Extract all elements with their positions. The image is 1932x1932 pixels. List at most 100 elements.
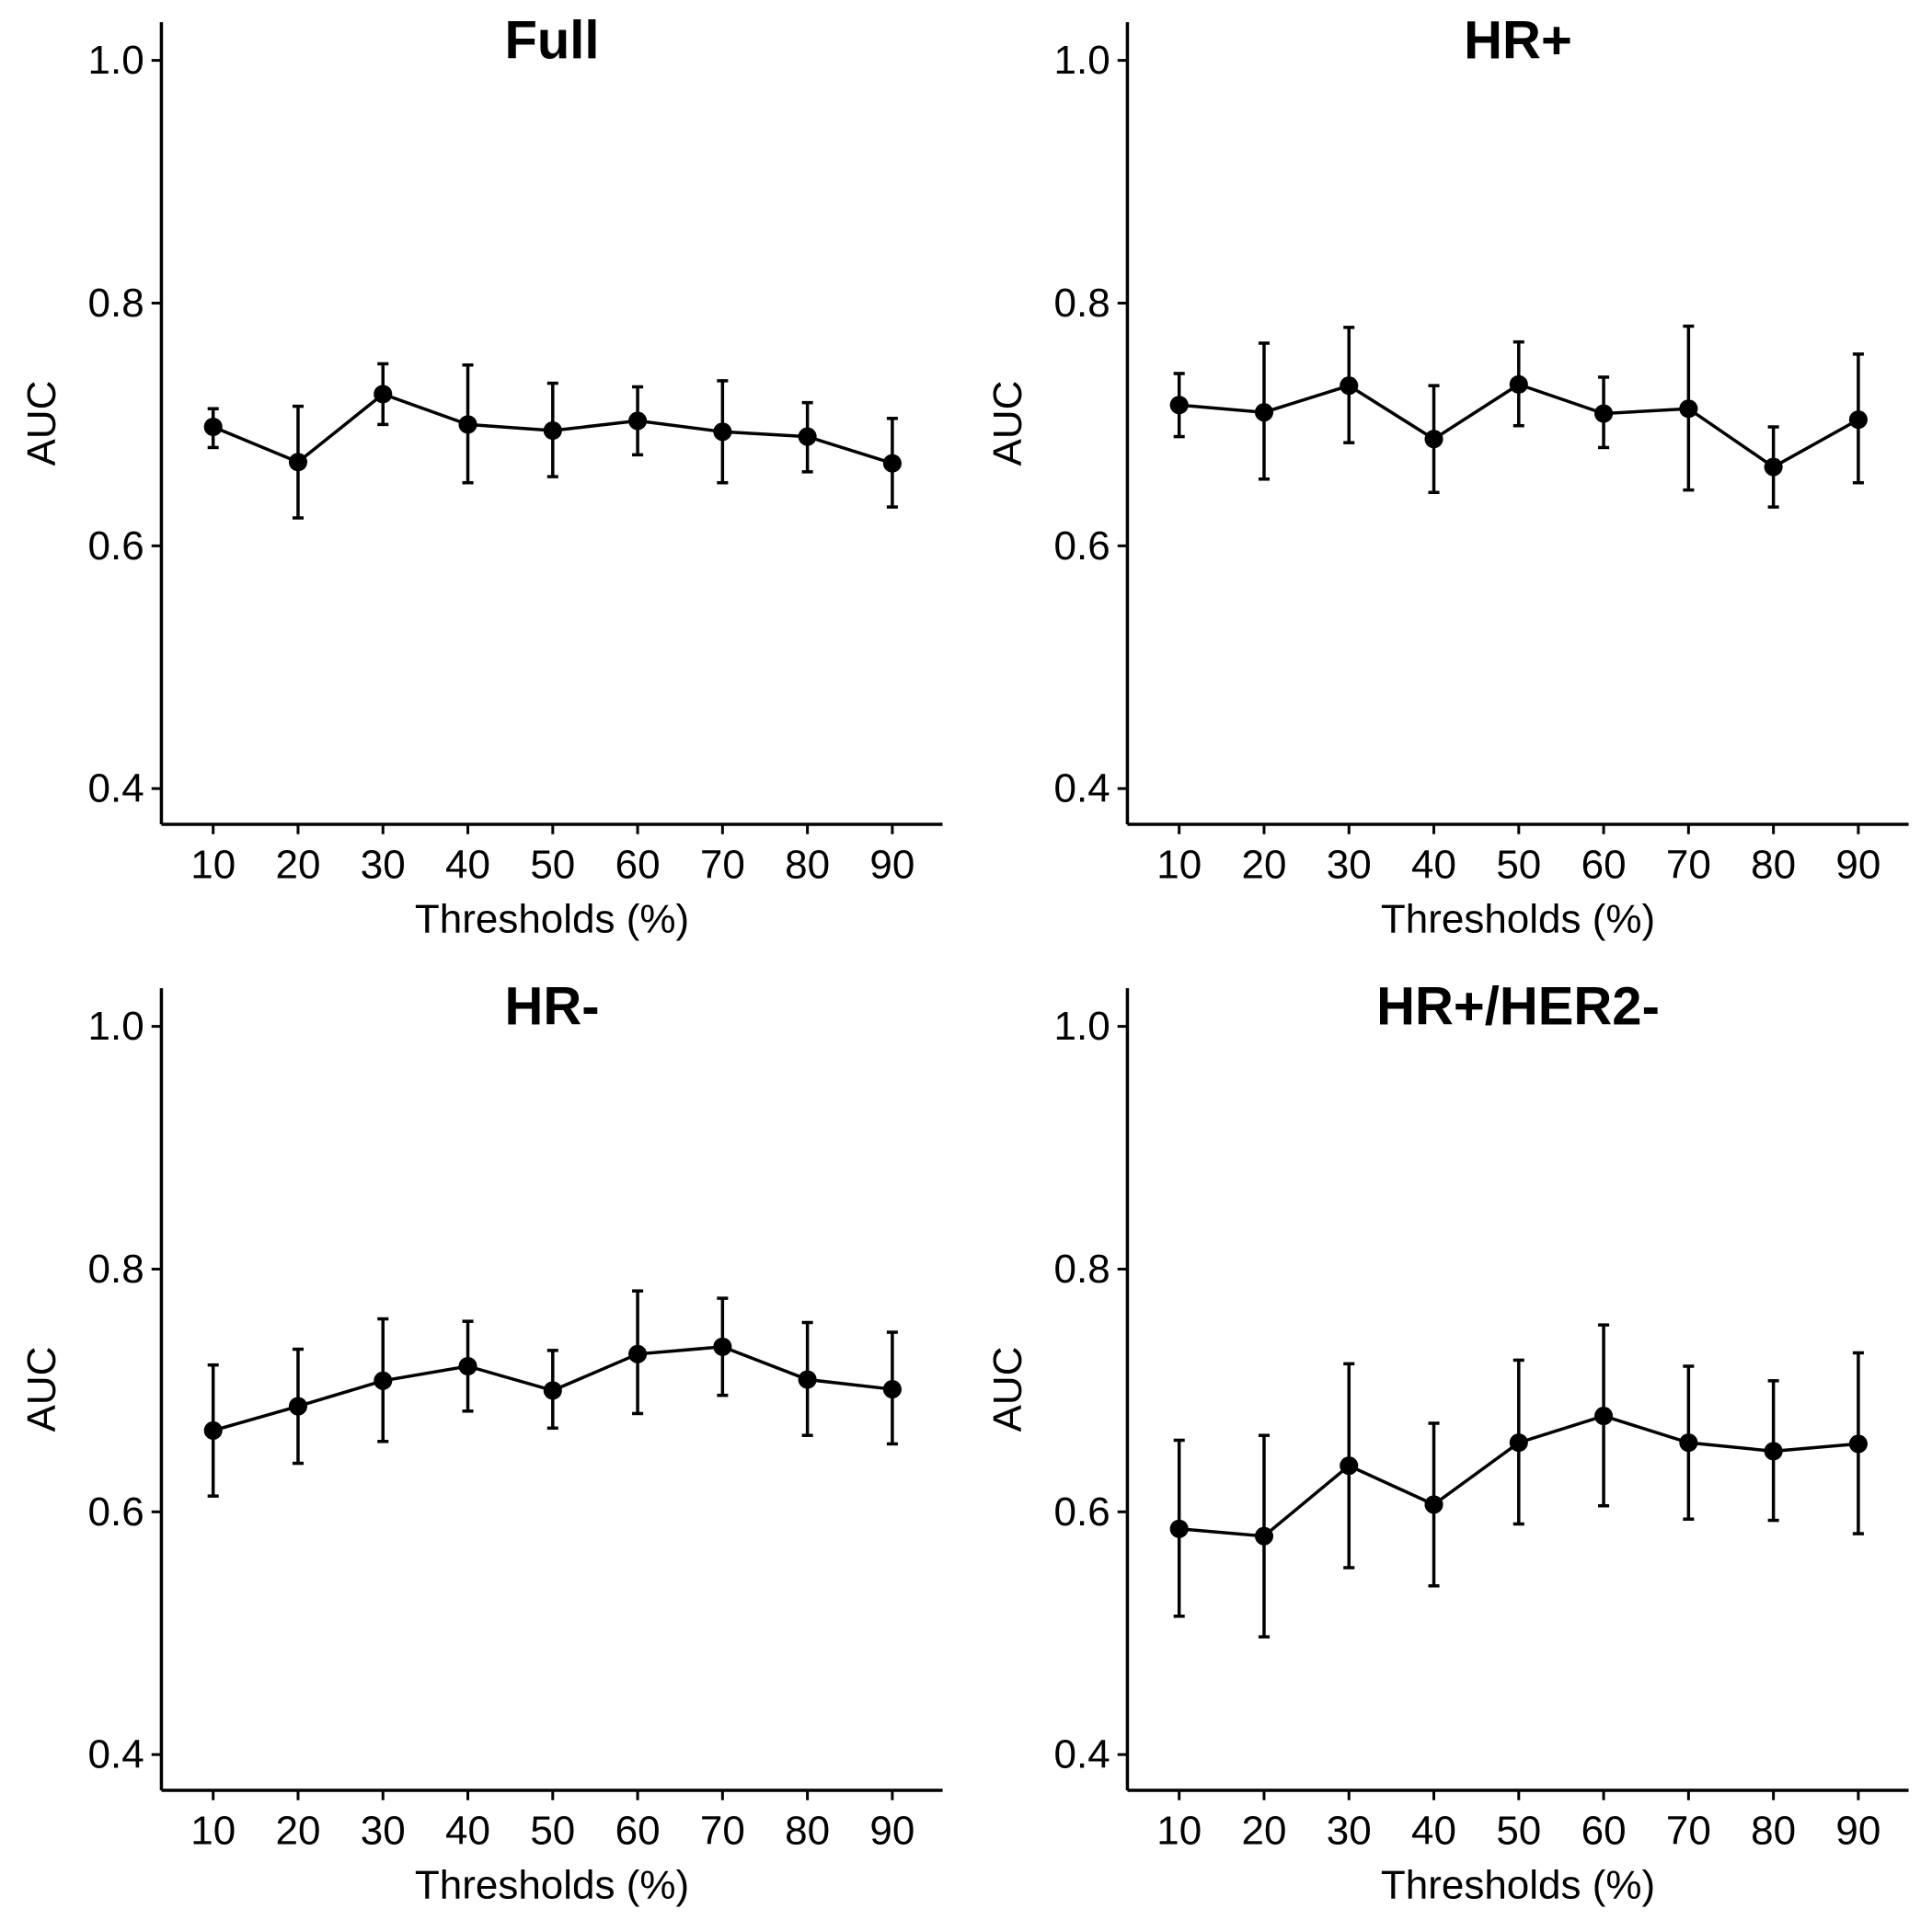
x-tick-label: 40 [1411,1809,1456,1854]
y-tick-label: 0.4 [1054,1732,1110,1777]
y-tick-label: 0.8 [88,281,144,326]
data-point [288,453,308,472]
data-point [1764,457,1783,477]
y-tick-label: 0.6 [88,523,144,569]
data-point [713,1337,732,1356]
data-point [1594,1407,1614,1426]
x-tick-label: 50 [530,843,575,888]
data-point [458,1356,477,1376]
x-tick-label: 20 [275,1809,320,1854]
panel-title: Full [504,11,599,71]
x-axis-title: Thresholds (%) [415,897,689,942]
data-point [882,1380,902,1399]
x-tick-label: 90 [1835,1809,1880,1854]
x-tick-label: 30 [1327,1809,1372,1854]
x-axis-title: Thresholds (%) [415,1863,689,1908]
x-tick-label: 50 [530,1809,575,1854]
data-point [543,1381,562,1400]
x-tick-label: 30 [361,843,406,888]
y-tick-label: 0.4 [88,766,144,811]
x-tick-label: 60 [615,1809,661,1854]
x-tick-label: 70 [1666,1809,1711,1854]
panel-title: HR+ [1464,11,1572,71]
y-axis-title: AUC [985,1347,1030,1432]
panel-hr-negative: HR- 0.4 0.6 0.8 1.0 10 20 30 40 50 60 70 80 90 Thresho… [19,977,943,1908]
y-axis-title: AUC [985,381,1030,466]
data-point [1254,1526,1274,1546]
x-tick-label: 70 [1666,843,1711,888]
x-tick-label: 80 [785,1809,830,1854]
x-tick-label: 20 [1241,843,1286,888]
x-tick-label: 50 [1496,843,1541,888]
panel-title: HR+/HER2- [1376,977,1660,1037]
data-point [543,420,562,441]
y-axis-title: AUC [19,1347,64,1432]
x-tick-label: 40 [445,843,490,888]
panel-hr-positive: HR+ 0.4 0.6 0.8 1.0 10 20 30 40 50 60 70 80 90 Thresho… [985,11,1909,942]
data-point [374,1371,393,1390]
x-tick-label: 10 [190,843,236,888]
y-tick-label: 1.0 [1054,1004,1110,1049]
data-point [713,422,732,442]
data-point [882,454,902,473]
x-tick-label: 50 [1496,1809,1541,1854]
x-tick-label: 60 [1581,1809,1627,1854]
data-point [1340,1456,1359,1476]
data-point [203,1420,223,1440]
x-axis-title: Thresholds (%) [1381,1863,1655,1908]
y-tick-label: 0.6 [88,1489,144,1535]
data-point [1169,396,1189,415]
panel-full: Full 0.4 0.6 0.8 1.0 10 20 30 40 50 60 70 80 90 Thresh… [19,11,943,942]
y-tick-label: 0.4 [1054,766,1110,811]
x-tick-label: 40 [445,1809,490,1854]
y-tick-label: 0.8 [88,1247,144,1292]
data-point [1424,430,1443,449]
x-axis-title: Thresholds (%) [1381,897,1655,942]
data-point [374,385,393,404]
x-tick-label: 20 [1241,1809,1286,1854]
data-point [1340,376,1359,396]
y-tick-label: 0.8 [1054,281,1110,326]
y-tick-label: 1.0 [88,1004,144,1049]
data-point [288,1397,308,1416]
y-tick-label: 0.4 [88,1732,144,1777]
panel-hr-positive-her2-negative: HR+/HER2- 0.4 0.6 0.8 1.0 10 20 30 40 50 60 70 80 90 T… [985,977,1909,1908]
data-point [1509,374,1528,394]
data-point [1254,403,1274,422]
y-axis-title: AUC [19,381,64,466]
data-point [1679,399,1698,419]
data-point [798,1370,817,1389]
x-tick-label: 60 [1581,843,1627,888]
data-point [1169,1519,1189,1538]
data-point [798,427,817,446]
x-tick-label: 10 [1156,1809,1202,1854]
y-tick-label: 0.6 [1054,523,1110,569]
data-point [1764,1442,1783,1461]
x-tick-label: 80 [1751,1809,1796,1854]
y-tick-label: 0.6 [1054,1489,1110,1535]
y-tick-label: 1.0 [1054,38,1110,83]
panel-title: HR- [504,977,599,1037]
data-point [628,1344,648,1363]
x-tick-label: 10 [190,1809,236,1854]
x-tick-label: 30 [1327,843,1372,888]
data-point [1848,410,1868,430]
x-tick-label: 10 [1156,843,1202,888]
x-tick-label: 90 [869,843,914,888]
data-point [628,411,648,431]
x-tick-label: 80 [1751,843,1796,888]
x-tick-label: 70 [700,843,745,888]
y-tick-label: 0.8 [1054,1247,1110,1292]
data-point [203,417,223,437]
data-point [1509,1433,1528,1453]
data-point [458,415,477,434]
x-tick-label: 80 [785,843,830,888]
x-tick-label: 90 [1835,843,1880,888]
data-point [1848,1434,1868,1454]
x-tick-label: 40 [1411,843,1456,888]
x-tick-label: 30 [361,1809,406,1854]
data-point [1424,1495,1443,1514]
x-tick-label: 20 [275,843,320,888]
y-tick-label: 1.0 [88,38,144,83]
